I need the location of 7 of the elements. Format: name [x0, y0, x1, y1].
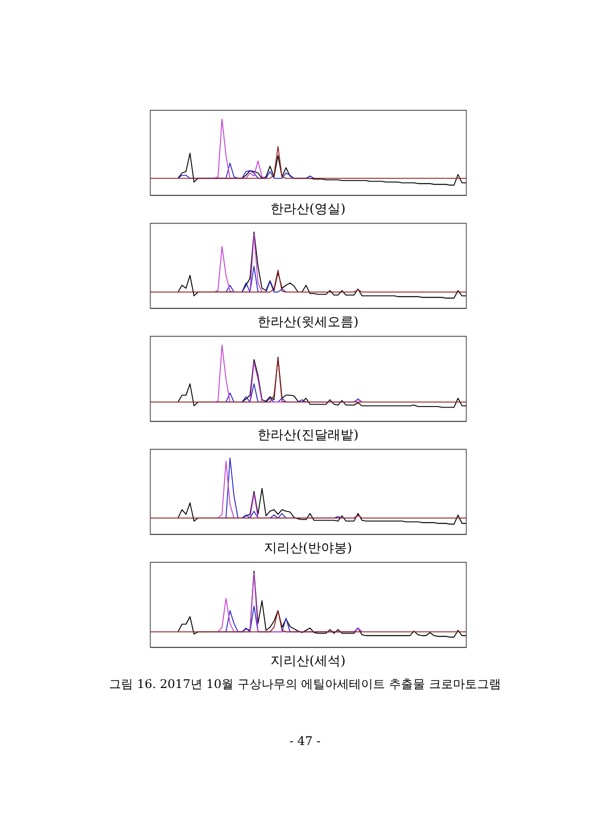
text: 한라산(진달래밭) — [257, 428, 359, 443]
text: - 47 - — [289, 734, 321, 748]
text: 지리산(반야봉) — [264, 541, 352, 556]
text: 지리산(세석) — [270, 654, 346, 669]
caption: 그림 16. 2017년 10월 구상나무의 에틸아세테이트 추출물 크로마토그램 — [109, 677, 501, 691]
text: 한라산(윗세오름) — [257, 315, 359, 330]
text: 한라산(영실) — [270, 202, 346, 217]
